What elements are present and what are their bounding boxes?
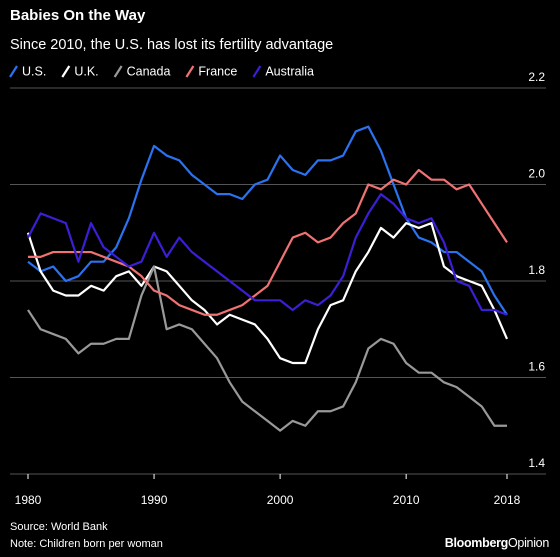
- line-series: [27, 193, 508, 316]
- line-series: [27, 265, 507, 432]
- logo-part: Opinion: [508, 536, 549, 550]
- x-tick-label: 2000: [267, 493, 294, 507]
- legend-label: France: [198, 64, 237, 78]
- chart-title: Babies On the Way: [10, 7, 146, 24]
- legend-swatch: [252, 65, 262, 78]
- y-tick-label: 1.6: [528, 360, 545, 374]
- legend-swatch: [61, 65, 71, 78]
- line-series: [26, 222, 509, 365]
- legend-label: Canada: [127, 64, 171, 78]
- y-tick-label: 2.0: [528, 167, 545, 181]
- legend-label: Australia: [265, 64, 314, 78]
- y-tick-label: 1.8: [528, 263, 545, 277]
- y-tick-label: 2.2: [528, 70, 545, 84]
- logo: BloombergOpinion: [445, 536, 550, 550]
- logo-part: Bloomberg: [445, 536, 508, 550]
- legend-swatch: [113, 65, 123, 78]
- x-tick-label: 2018: [494, 493, 521, 507]
- x-tick-label: 1990: [141, 493, 168, 507]
- line-series: [28, 168, 508, 316]
- source: Source: World Bank: [10, 521, 108, 533]
- x-tick-label: 1980: [15, 493, 42, 507]
- y-tick-label: 1.4: [528, 456, 545, 470]
- line-series: [27, 125, 508, 316]
- legend-swatch: [185, 65, 195, 78]
- legend-label: U.K.: [74, 64, 98, 78]
- chart-subtitle: Since 2010, the U.S. has lost its fertil…: [10, 37, 333, 53]
- legend-label: U.S.: [22, 64, 46, 78]
- legend-swatch: [9, 65, 18, 78]
- note: Note: Children born per woman: [10, 538, 163, 550]
- x-tick-label: 2010: [393, 493, 420, 507]
